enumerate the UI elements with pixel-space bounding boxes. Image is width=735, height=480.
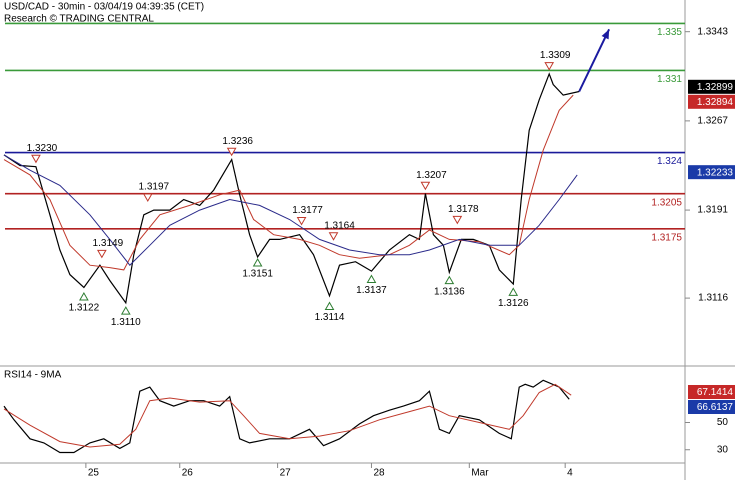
x-tick-label: 25 xyxy=(88,468,100,479)
level-label: 1.331 xyxy=(657,74,682,85)
trough-label: 1.3122 xyxy=(69,303,100,314)
trough-label: 1.3137 xyxy=(356,285,387,296)
peak-marker xyxy=(544,62,555,71)
trough-marker xyxy=(120,306,131,315)
series-line xyxy=(3,154,578,266)
price-marker-label: 1.32894 xyxy=(697,97,734,108)
peak-marker xyxy=(296,217,307,226)
y-tick-label: 1.3191 xyxy=(697,205,728,216)
y-tick-label: 30 xyxy=(717,444,729,455)
price-marker-label: 1.32899 xyxy=(697,82,734,93)
level-label: 1.3175 xyxy=(651,232,682,243)
peak-marker xyxy=(452,215,463,225)
price-marker xyxy=(688,165,735,180)
trough-marker xyxy=(444,275,455,285)
chart-subtitle: Research © TRADING CENTRAL xyxy=(4,14,154,25)
peak-marker xyxy=(142,193,153,203)
trough-marker xyxy=(366,274,377,283)
trough-marker xyxy=(252,258,263,267)
trough-marker xyxy=(508,287,519,296)
series-line xyxy=(578,28,611,92)
series-line xyxy=(3,94,574,271)
peak-label: 1.3309 xyxy=(540,50,571,61)
peak-label: 1.3197 xyxy=(138,182,169,193)
price-marker xyxy=(688,94,735,109)
price-marker-label: 67.1414 xyxy=(697,387,734,398)
price-marker xyxy=(688,400,735,415)
level-label: 1.3205 xyxy=(651,197,682,208)
peak-label: 1.3207 xyxy=(416,170,447,181)
y-tick-label: 1.3116 xyxy=(698,293,728,304)
trough-label: 1.3110 xyxy=(111,317,141,328)
peak-marker xyxy=(31,154,41,164)
arrow-head xyxy=(601,29,610,40)
trough-marker xyxy=(79,292,89,301)
price-marker-label: 1.32233 xyxy=(697,167,734,178)
trough-label: 1.3136 xyxy=(434,286,465,297)
price-marker xyxy=(688,79,735,94)
x-tick-label: 28 xyxy=(373,468,385,479)
peak-marker xyxy=(420,181,431,191)
y-tick-label: 50 xyxy=(717,417,729,428)
trough-label: 1.3114 xyxy=(315,312,345,323)
trough-label: 1.3126 xyxy=(498,298,529,309)
x-tick-label: Mar xyxy=(471,468,489,479)
indicator-title: RSI14 - 9MA xyxy=(4,370,62,381)
x-tick-label: 26 xyxy=(182,468,194,479)
price-marker-label: 66.6137 xyxy=(697,402,734,413)
level-label: 1.335 xyxy=(657,27,682,38)
series-line xyxy=(3,72,580,305)
peak-label: 1.3149 xyxy=(93,238,124,249)
chart-title: USD/CAD - 30min - 03/04/19 04:39:35 (CET… xyxy=(4,2,204,13)
peak-marker xyxy=(226,147,237,157)
level-label: 1.324 xyxy=(657,156,682,167)
peak-marker xyxy=(328,232,339,241)
x-tick-label: 4 xyxy=(567,468,573,479)
peak-label: 1.3177 xyxy=(292,205,323,216)
peak-label: 1.3164 xyxy=(324,220,355,231)
peak-label: 1.3178 xyxy=(448,204,479,215)
series-line xyxy=(3,383,572,448)
trough-marker xyxy=(324,301,335,310)
price-marker xyxy=(688,385,735,400)
x-tick-label: 27 xyxy=(280,468,292,479)
trough-label: 1.3151 xyxy=(242,269,273,280)
peak-label: 1.3230 xyxy=(27,143,58,154)
peak-marker xyxy=(96,249,107,259)
y-tick-label: 1.3267 xyxy=(697,116,728,127)
peak-label: 1.3236 xyxy=(222,136,253,147)
y-tick-label: 1.3343 xyxy=(697,26,728,37)
